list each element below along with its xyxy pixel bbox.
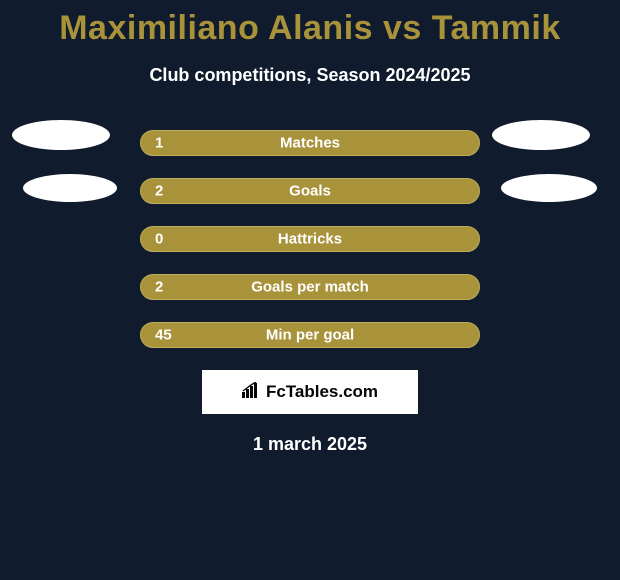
stat-row: 0 Hattricks [0, 226, 620, 252]
stat-bars: 1 Matches 2 Goals 0 Hattricks 2 Goals per match… [0, 130, 620, 348]
stat-bar: 45 Min per goal [140, 322, 480, 348]
stat-label: Matches [280, 135, 340, 152]
stat-value: 1 [155, 135, 163, 152]
stat-bar: 1 Matches [140, 130, 480, 156]
comparison-card: Maximiliano Alanis vs Tammik Club compet… [0, 0, 620, 580]
stat-row: 45 Min per goal [0, 322, 620, 348]
stat-value: 2 [155, 183, 163, 200]
decorative-ellipse [501, 174, 597, 202]
decorative-ellipse [12, 120, 110, 150]
decorative-ellipse [23, 174, 117, 202]
bar-chart-icon [242, 382, 262, 403]
stat-value: 0 [155, 231, 163, 248]
brand-badge: FcTables.com [202, 370, 418, 414]
stat-label: Goals per match [251, 279, 369, 296]
brand-text: FcTables.com [266, 382, 378, 402]
stat-bar: 2 Goals per match [140, 274, 480, 300]
stat-value: 2 [155, 279, 163, 296]
stat-label: Hattricks [278, 231, 342, 248]
stat-row: 2 Goals per match [0, 274, 620, 300]
stat-value: 45 [155, 327, 172, 344]
snapshot-date: 1 march 2025 [0, 434, 620, 455]
stat-bar: 0 Hattricks [140, 226, 480, 252]
page-title: Maximiliano Alanis vs Tammik [0, 0, 620, 47]
stat-label: Goals [289, 183, 331, 200]
decorative-ellipse [492, 120, 590, 150]
stat-label: Min per goal [266, 327, 354, 344]
stat-bar: 2 Goals [140, 178, 480, 204]
season-subtitle: Club competitions, Season 2024/2025 [0, 65, 620, 86]
